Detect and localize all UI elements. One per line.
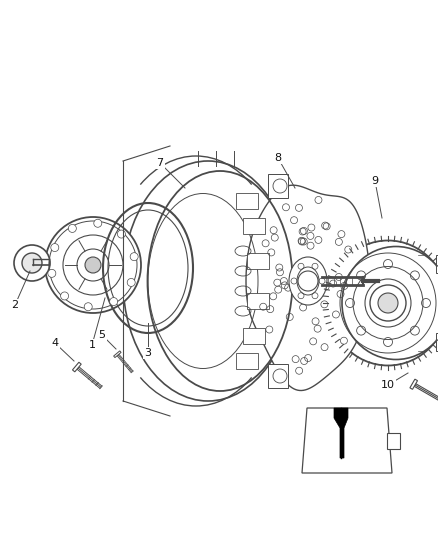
Text: 8: 8: [275, 153, 282, 163]
FancyBboxPatch shape: [268, 364, 288, 388]
Text: 10: 10: [381, 380, 395, 390]
Polygon shape: [113, 351, 121, 358]
Polygon shape: [410, 379, 417, 389]
FancyBboxPatch shape: [247, 253, 268, 269]
Circle shape: [378, 293, 398, 313]
Polygon shape: [387, 433, 400, 449]
Text: 1: 1: [88, 340, 95, 350]
Circle shape: [117, 230, 125, 238]
Text: 2: 2: [11, 300, 18, 310]
Text: 4: 4: [51, 338, 59, 348]
Circle shape: [14, 245, 50, 281]
FancyBboxPatch shape: [436, 255, 438, 273]
Circle shape: [63, 235, 123, 295]
FancyBboxPatch shape: [247, 293, 268, 309]
Circle shape: [68, 224, 76, 232]
Ellipse shape: [297, 267, 319, 295]
FancyBboxPatch shape: [236, 193, 258, 209]
Circle shape: [60, 292, 69, 300]
Circle shape: [45, 217, 141, 313]
Circle shape: [110, 297, 118, 305]
Circle shape: [84, 303, 92, 311]
FancyBboxPatch shape: [268, 174, 288, 198]
Circle shape: [273, 179, 287, 193]
Circle shape: [22, 253, 42, 273]
Circle shape: [94, 219, 102, 227]
Polygon shape: [246, 185, 370, 391]
Polygon shape: [334, 408, 348, 458]
Circle shape: [85, 257, 101, 273]
Text: 5: 5: [99, 330, 106, 340]
Circle shape: [298, 271, 318, 291]
Text: 3: 3: [145, 348, 152, 358]
Circle shape: [48, 269, 56, 277]
Text: 9: 9: [371, 176, 378, 186]
Ellipse shape: [342, 246, 438, 359]
Circle shape: [370, 285, 406, 321]
Circle shape: [51, 244, 59, 252]
Ellipse shape: [123, 161, 293, 401]
FancyBboxPatch shape: [243, 328, 265, 344]
Circle shape: [127, 278, 135, 286]
Text: 7: 7: [156, 158, 163, 168]
Polygon shape: [302, 408, 392, 473]
FancyBboxPatch shape: [236, 353, 258, 369]
Circle shape: [273, 369, 287, 383]
Ellipse shape: [289, 257, 327, 305]
Circle shape: [77, 249, 109, 281]
Circle shape: [130, 253, 138, 261]
Polygon shape: [72, 362, 81, 372]
FancyBboxPatch shape: [243, 218, 265, 234]
FancyBboxPatch shape: [436, 333, 438, 351]
Ellipse shape: [328, 240, 438, 366]
